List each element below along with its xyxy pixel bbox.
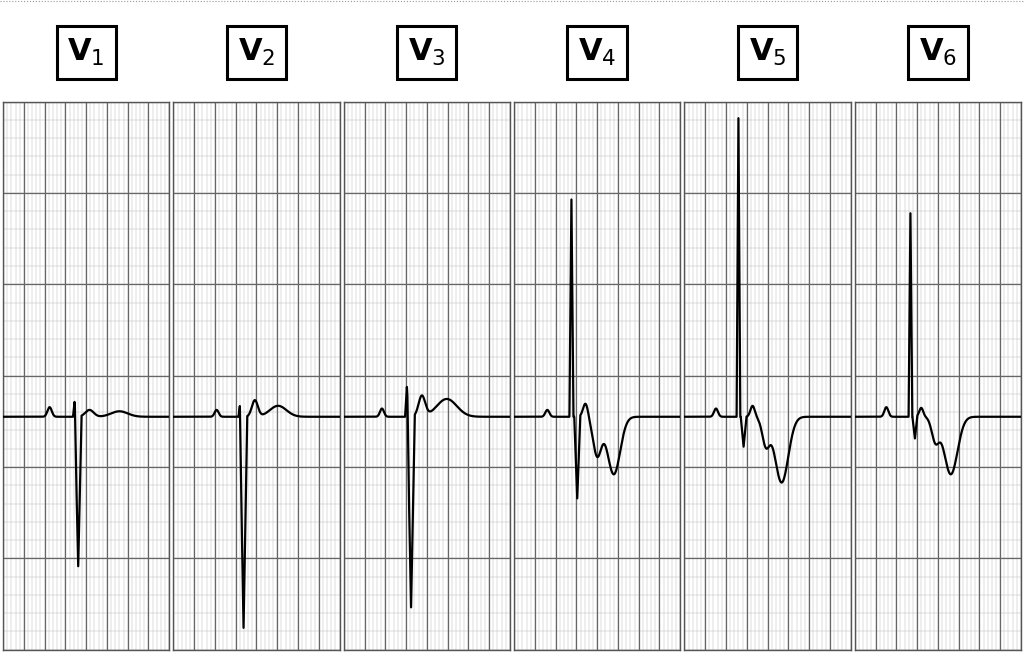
Text: $\mathregular{V}$$_3$: $\mathregular{V}$$_3$ <box>408 37 445 68</box>
Text: $\mathregular{V}$$_6$: $\mathregular{V}$$_6$ <box>919 37 956 68</box>
Text: $\mathregular{V}$$_2$: $\mathregular{V}$$_2$ <box>238 37 275 68</box>
Text: $\mathregular{V}$$_1$: $\mathregular{V}$$_1$ <box>68 37 104 68</box>
Text: $\mathregular{V}$$_4$: $\mathregular{V}$$_4$ <box>578 37 616 68</box>
Text: $\mathregular{V}$$_5$: $\mathregular{V}$$_5$ <box>749 37 786 68</box>
